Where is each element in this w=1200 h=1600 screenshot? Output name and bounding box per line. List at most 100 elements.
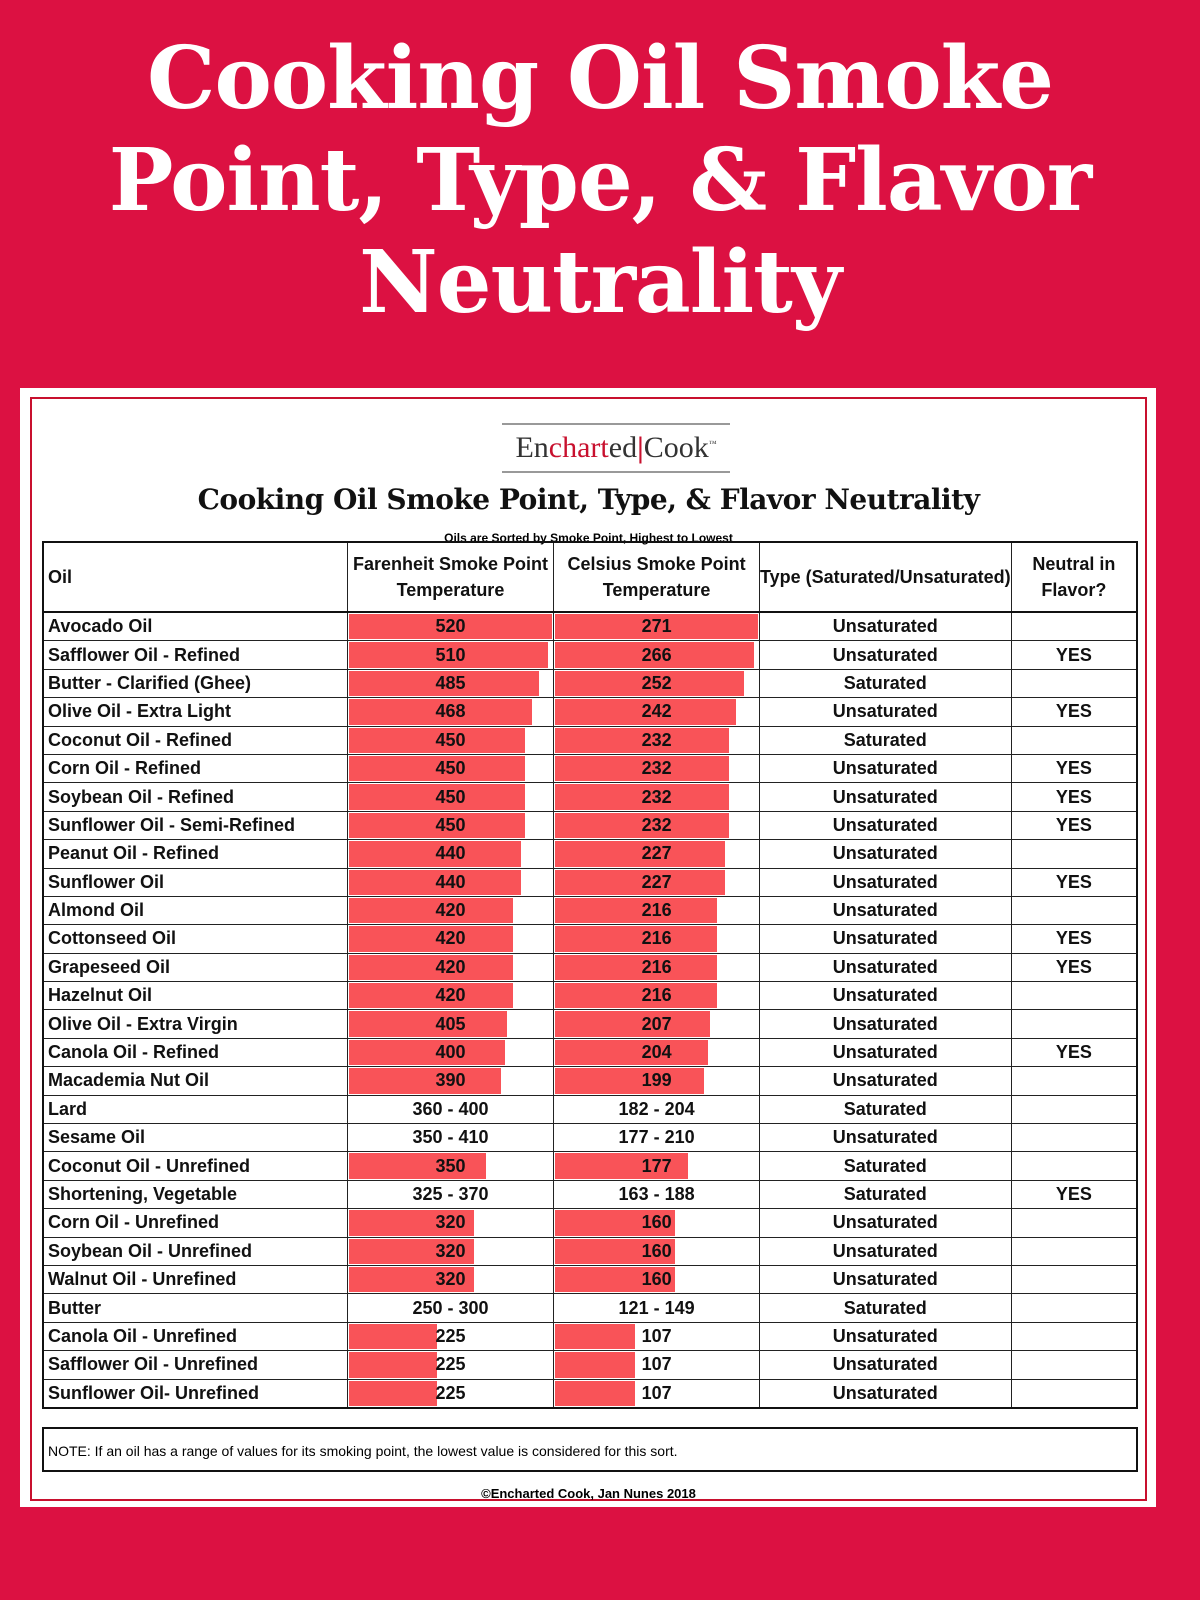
- table-row: Sunflower Oil - Semi-Refined 450 232 Unsatu…: [42, 810, 1138, 841]
- celsius-bar: [555, 954, 717, 981]
- smoke-point-table: Oil Farenheit Smoke Point Temperature Ce…: [42, 541, 1138, 1409]
- chart-card: Encharted|Cook™ Cooking Oil Smoke Point,…: [20, 388, 1156, 1507]
- fahrenheit-bar: [348, 1266, 474, 1293]
- table-row: Safflower Oil - Refined 510 266 Unsaturated…: [42, 640, 1138, 670]
- oil-type: Unsaturated: [758, 1037, 1012, 1068]
- celsius-value: 232: [641, 786, 672, 807]
- oil-type: Unsaturated: [758, 611, 1012, 642]
- celsius-value: 177: [641, 1155, 672, 1176]
- neutral-flag: [1010, 668, 1138, 699]
- neutral-flag: [1010, 1378, 1138, 1409]
- celsius-cell: 107: [553, 1378, 760, 1409]
- celsius-bar: [555, 869, 725, 895]
- celsius-bar: [555, 642, 755, 668]
- celsius-cell: 207: [553, 1009, 760, 1039]
- spoon-heart-icon: |: [637, 431, 644, 464]
- celsius-value: 271: [641, 616, 672, 637]
- neutral-flag: [1010, 611, 1138, 642]
- celsius-cell: 227: [553, 867, 760, 897]
- celsius-bar: [555, 983, 717, 1009]
- chart-title: Cooking Oil Smoke Point, Type, & Flavor …: [197, 483, 980, 516]
- celsius-value: 177 - 210: [618, 1127, 695, 1148]
- fahrenheit-value: 420: [435, 956, 466, 977]
- fahrenheit-cell: 360 - 400: [346, 1094, 555, 1125]
- celsius-cell: 216: [553, 952, 760, 983]
- fahrenheit-cell: 420: [346, 924, 555, 954]
- fahrenheit-cell: 440: [346, 867, 555, 897]
- fahrenheit-value: 405: [435, 1013, 466, 1034]
- fahrenheit-value: 320: [435, 1240, 466, 1261]
- fahrenheit-value: 468: [435, 701, 466, 722]
- table-row: Hazelnut Oil 420 216 Unsaturated: [42, 981, 1138, 1011]
- table-row: Butter - Clarified (Ghee) 485 252 Saturated: [42, 668, 1138, 699]
- oil-name: Soybean Oil - Refined: [42, 782, 348, 812]
- neutral-flag: YES: [1010, 1037, 1138, 1068]
- celsius-value: 216: [641, 985, 672, 1006]
- fahrenheit-cell: 400: [346, 1037, 555, 1068]
- celsius-value: 160: [641, 1269, 672, 1290]
- fahrenheit-value: 440: [435, 871, 466, 892]
- oil-name: Soybean Oil - Unrefined: [42, 1236, 348, 1266]
- celsius-value: 160: [641, 1212, 672, 1233]
- celsius-cell: 107: [553, 1321, 760, 1352]
- fahrenheit-cell: 225: [346, 1378, 555, 1409]
- oil-type: Unsaturated: [758, 895, 1012, 926]
- oil-type: Unsaturated: [758, 640, 1012, 670]
- celsius-cell: 204: [553, 1037, 760, 1068]
- table-row: Shortening, Vegetable 325 - 370 163 - 188 S…: [42, 1179, 1138, 1210]
- fahrenheit-bar: [348, 1352, 437, 1378]
- oil-name: Cottonseed Oil: [42, 924, 348, 954]
- fahrenheit-cell: 450: [346, 810, 555, 841]
- oil-name: Hazelnut Oil: [42, 981, 348, 1011]
- header-celsius: Celsius Smoke Point Temperature: [553, 541, 760, 613]
- celsius-value: 121 - 149: [618, 1297, 695, 1318]
- oil-name: Butter: [42, 1293, 348, 1323]
- oil-type: Unsaturated: [758, 1378, 1012, 1409]
- header-fahrenheit: Farenheit Smoke Point Temperature: [346, 541, 555, 613]
- celsius-cell: 242: [553, 697, 760, 727]
- oil-type: Unsaturated: [758, 810, 1012, 841]
- celsius-cell: 121 - 149: [553, 1293, 760, 1323]
- fahrenheit-cell: 510: [346, 640, 555, 670]
- fahrenheit-cell: 250 - 300: [346, 1293, 555, 1323]
- neutral-flag: YES: [1010, 924, 1138, 954]
- oil-name: Butter - Clarified (Ghee): [42, 668, 348, 699]
- celsius-value: 107: [641, 1325, 672, 1346]
- fahrenheit-bar: [348, 812, 525, 839]
- fahrenheit-cell: 468: [346, 697, 555, 727]
- celsius-bar: [555, 1011, 710, 1037]
- celsius-cell: 160: [553, 1236, 760, 1266]
- fahrenheit-bar: [348, 699, 532, 725]
- oil-name: Shortening, Vegetable: [42, 1179, 348, 1210]
- fahrenheit-bar: [348, 755, 525, 782]
- table-header: Oil Farenheit Smoke Point Temperature Ce…: [42, 541, 1138, 613]
- oil-name: Olive Oil - Extra Light: [42, 697, 348, 727]
- celsius-cell: 232: [553, 782, 760, 812]
- fahrenheit-cell: 450: [346, 753, 555, 784]
- celsius-value: 252: [641, 672, 672, 693]
- neutral-flag: YES: [1010, 810, 1138, 841]
- celsius-cell: 227: [553, 839, 760, 869]
- celsius-bar: [555, 670, 744, 697]
- celsius-cell: 216: [553, 924, 760, 954]
- fahrenheit-cell: 520: [346, 611, 555, 642]
- celsius-cell: 163 - 188: [553, 1179, 760, 1210]
- table-row: Olive Oil - Extra Virgin 405 207 Unsaturate…: [42, 1009, 1138, 1039]
- table-row: Peanut Oil - Refined 440 227 Unsaturated: [42, 839, 1138, 869]
- fahrenheit-bar: [348, 1323, 437, 1350]
- oil-type: Saturated: [758, 725, 1012, 755]
- fahrenheit-value: 350: [435, 1155, 466, 1176]
- table-row: Corn Oil - Unrefined 320 160 Unsaturated: [42, 1208, 1138, 1238]
- celsius-bar: [555, 1380, 636, 1406]
- oil-name: Coconut Oil - Unrefined: [42, 1151, 348, 1181]
- fahrenheit-cell: 325 - 370: [346, 1179, 555, 1210]
- fahrenheit-cell: 320: [346, 1208, 555, 1238]
- neutral-flag: [1010, 1321, 1138, 1352]
- chart-frame: Encharted|Cook™ Cooking Oil Smoke Point,…: [30, 397, 1147, 1501]
- oil-type: Unsaturated: [758, 981, 1012, 1011]
- oil-name: Lard: [42, 1094, 348, 1125]
- fahrenheit-cell: 390: [346, 1066, 555, 1096]
- fahrenheit-value: 225: [435, 1354, 466, 1375]
- fahrenheit-value: 320: [435, 1212, 466, 1233]
- fahrenheit-cell: 450: [346, 725, 555, 755]
